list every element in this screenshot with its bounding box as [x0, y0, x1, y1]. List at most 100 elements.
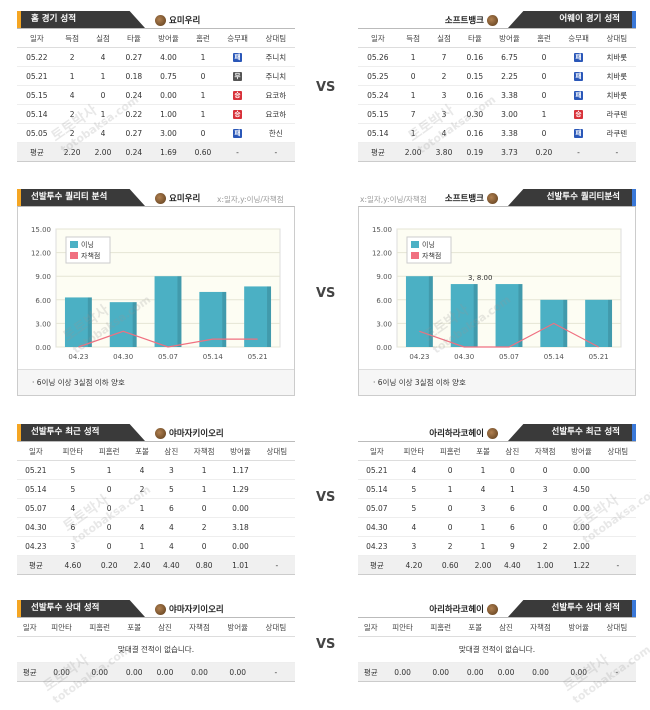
- average-cell: 0.00: [459, 662, 491, 682]
- table-cell: 4: [87, 123, 119, 143]
- table-cell: 치바롯: [597, 85, 636, 105]
- table-cell: 7: [397, 104, 429, 124]
- table-cell: 0.27: [118, 47, 150, 67]
- table-cell: 6.75: [490, 47, 529, 67]
- x-tick-label: 05.21: [589, 353, 609, 361]
- average-cell: 3.80: [428, 142, 460, 162]
- average-cell: 1.01: [222, 555, 259, 575]
- column-header: 일자: [17, 617, 43, 637]
- table-cell: 1: [187, 104, 219, 124]
- column-header: 피안타: [383, 617, 422, 637]
- result-badge: 무: [233, 72, 243, 81]
- table-cell: 05.14: [358, 123, 398, 143]
- team-logo-icon: [487, 603, 498, 615]
- table-cell: 4: [156, 536, 186, 556]
- table-cell: 0: [91, 517, 128, 537]
- table-row: 04.23 3 2 1 9 2 2.00: [358, 536, 636, 556]
- table-row: 05.05 2 4 0.27 3.00 0 패 한신: [17, 123, 295, 143]
- column-header: 피안타: [42, 617, 81, 637]
- away-team-label: 소프트뱅크: [445, 14, 498, 26]
- bar-shade: [563, 299, 568, 347]
- column-header: 삼진: [156, 441, 186, 461]
- average-cell: 4.60: [54, 555, 92, 575]
- recent-right-pitcher: 아리하라코헤이: [429, 427, 498, 439]
- table-cell: 3: [428, 104, 460, 124]
- column-header: 일자: [358, 28, 398, 48]
- table-cell: 0.16: [459, 123, 491, 143]
- quality-left-title: 선발투수 퀄리티 분석: [17, 189, 145, 206]
- column-header: 피홈런: [80, 617, 119, 637]
- vs-right-panel: 선발투수 상대 성적 아리하라코헤이 일자 피안타 피홈런 포볼 삼진 자책점 방어율 상대팀…: [358, 597, 636, 682]
- y-tick-label: 3.00: [35, 320, 51, 328]
- average-cell: -: [599, 555, 636, 575]
- quality-right-chart-svg: 0.00 3.00 6.00 9.00 12.00 15.00 04.23 04.30 05.0…: [372, 226, 622, 361]
- column-header: 삼진: [149, 617, 181, 637]
- table-cell: 1: [468, 517, 498, 537]
- y-tick-label: 15.00: [31, 226, 51, 234]
- column-header: 상대팀: [599, 441, 636, 461]
- average-cell: 0.00: [180, 662, 219, 682]
- result-badge: 패: [574, 129, 584, 138]
- average-cell: 2.00: [468, 555, 498, 575]
- column-header: 피홈런: [91, 441, 128, 461]
- bar-innings: [405, 276, 433, 347]
- average-cell: 1.69: [149, 142, 188, 162]
- average-cell: -: [597, 662, 636, 682]
- team-logo-icon: [155, 14, 166, 26]
- table-cell: 5: [395, 498, 433, 518]
- table-cell: 0: [497, 460, 527, 480]
- bar-innings: [199, 291, 227, 347]
- table-cell: 1.17: [222, 460, 259, 480]
- quality-left-team: 요미우리: [155, 192, 200, 204]
- table-cell: 3: [395, 536, 433, 556]
- bar-innings: [64, 297, 92, 347]
- average-cell: 0.00: [42, 662, 81, 682]
- table-cell: 2.25: [490, 66, 529, 86]
- result-badge: 패: [574, 91, 584, 100]
- table-cell: 0: [432, 498, 469, 518]
- bar-shade: [518, 284, 523, 347]
- column-header: 득점: [397, 28, 429, 48]
- average-cell: 0.00: [218, 662, 257, 682]
- table-cell: 패: [218, 47, 257, 67]
- x-tick-label: 05.21: [248, 353, 268, 361]
- average-cell: 2.00: [87, 142, 119, 162]
- table-cell: 0.24: [118, 85, 150, 105]
- quality-right-panel: 선발투수 퀄리티분석 소프트뱅크 x:일자,y:이닝/자책점 0.00 3.00 6…: [358, 186, 636, 396]
- table-cell: 3.18: [222, 517, 259, 537]
- average-cell: 0.19: [459, 142, 491, 162]
- average-row: 평균 0.00 0.00 0.00 0.00 0.00 0.00-: [17, 662, 295, 682]
- recent-left-title: 선발투수 최근 성적: [17, 424, 145, 441]
- empty-message: 맞대결 전적이 없습니다.: [17, 636, 295, 663]
- empty-row: 맞대결 전적이 없습니다.: [17, 636, 295, 663]
- table-cell: 04.23: [17, 536, 55, 556]
- table-cell: 1: [127, 536, 157, 556]
- table-cell: 4: [395, 517, 433, 537]
- recent-left-table: 일자 피안타 피홈런 포볼 삼진 자책점 방어율 상대팀 05.21 5 1 4 3 1 1.17 05.14…: [17, 441, 295, 575]
- average-cell: 0.00: [559, 662, 598, 682]
- table-cell: 1: [91, 460, 128, 480]
- average-cell: 2.00: [397, 142, 429, 162]
- table-row: 04.30 6 0 4 4 2 3.18: [17, 517, 295, 537]
- table-cell: 0.00: [563, 460, 600, 480]
- legend-label: 이닝: [422, 240, 435, 249]
- column-header: 방어율: [149, 28, 188, 48]
- vs-left-table: 일자 피안타 피홈런 포볼 삼진 자책점 방어율 상대팀 맞대결 전적이 없습니다. 평균 0.00…: [17, 617, 295, 682]
- table-cell: 4: [156, 517, 186, 537]
- average-cell: 평균: [358, 662, 384, 682]
- table-cell: 2: [526, 536, 564, 556]
- average-row: 평균 4.60 0.20 2.40 4.40 0.80 1.01-: [17, 555, 295, 575]
- column-header: 삼진: [490, 617, 522, 637]
- y-tick-label: 9.00: [376, 273, 392, 281]
- column-header: 일자: [17, 441, 55, 461]
- column-header: 타율: [459, 28, 491, 48]
- table-cell: 3: [526, 479, 564, 499]
- x-tick-label: 05.07: [499, 353, 519, 361]
- table-cell: 라쿠텐: [597, 123, 636, 143]
- table-cell: [258, 517, 295, 537]
- column-header: 피안타: [395, 441, 433, 461]
- table-cell: 9: [497, 536, 527, 556]
- x-tick-label: 04.23: [409, 353, 429, 361]
- table-cell: 2: [428, 66, 460, 86]
- column-header: 방어율: [559, 617, 598, 637]
